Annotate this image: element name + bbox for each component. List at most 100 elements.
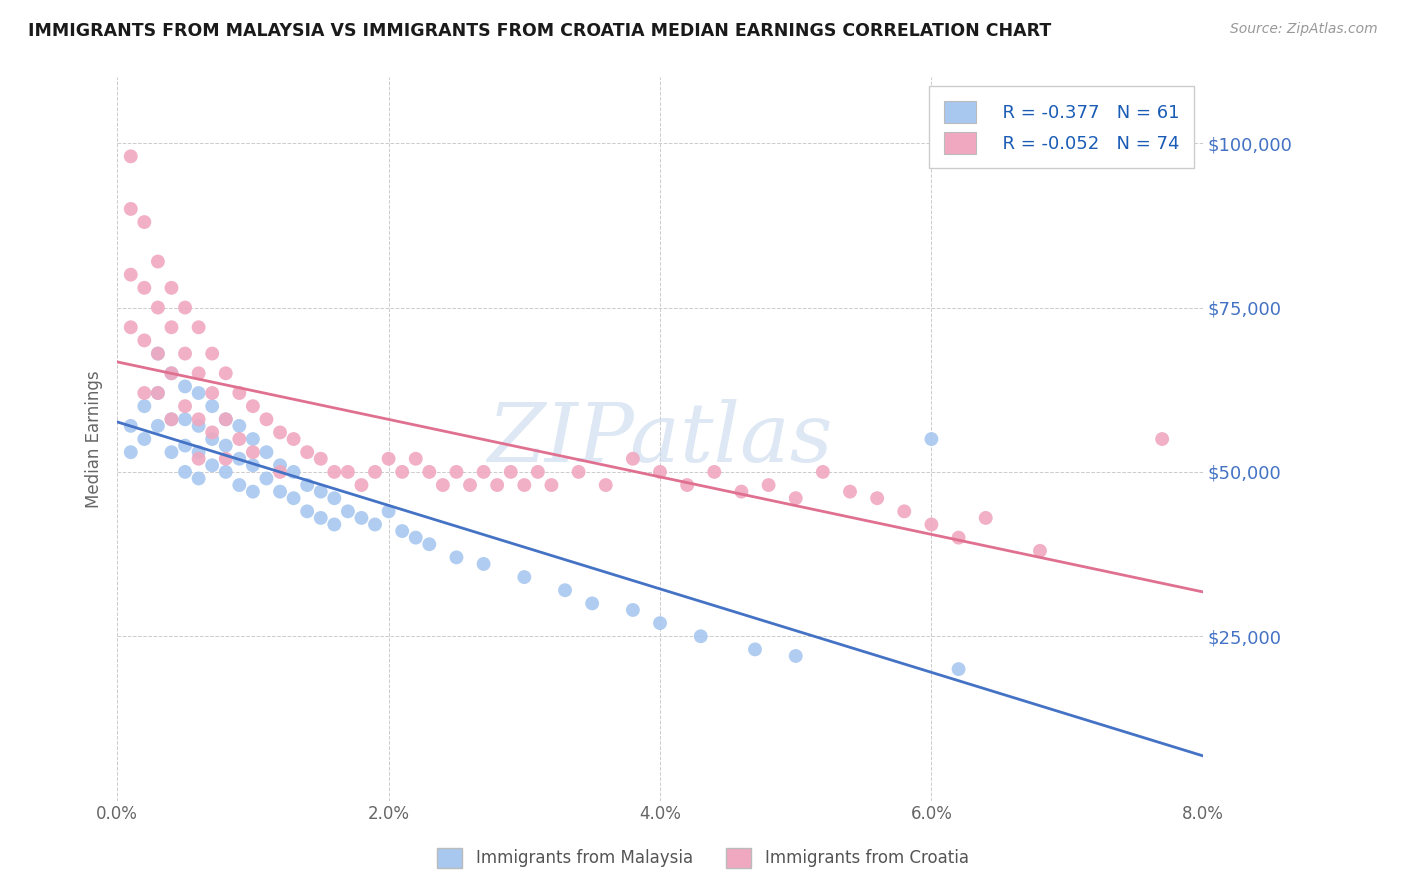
Point	[920, 517, 942, 532]
Point	[295, 504, 318, 518]
Point	[785, 648, 807, 663]
Point	[513, 570, 536, 584]
Point	[391, 465, 413, 479]
Point	[309, 451, 332, 466]
Point	[215, 412, 238, 426]
Point	[391, 524, 413, 538]
Point	[568, 465, 591, 479]
Point	[377, 504, 399, 518]
Point	[146, 386, 169, 401]
Point	[256, 412, 278, 426]
Point	[242, 432, 264, 446]
Point	[146, 418, 169, 433]
Point	[228, 432, 250, 446]
Point	[811, 465, 834, 479]
Point	[174, 439, 197, 453]
Point	[134, 334, 156, 348]
Point	[160, 366, 183, 380]
Point	[120, 445, 142, 459]
Point	[174, 301, 197, 315]
Y-axis label: Median Earnings: Median Earnings	[86, 370, 103, 508]
Point	[187, 412, 209, 426]
Point	[242, 399, 264, 413]
Point	[350, 478, 373, 492]
Point	[948, 531, 970, 545]
Point	[187, 366, 209, 380]
Point	[364, 517, 387, 532]
Point	[458, 478, 481, 492]
Text: Source: ZipAtlas.com: Source: ZipAtlas.com	[1230, 22, 1378, 37]
Point	[554, 583, 576, 598]
Point	[160, 281, 183, 295]
Point	[215, 366, 238, 380]
Point	[893, 504, 915, 518]
Point	[377, 451, 399, 466]
Point	[283, 465, 305, 479]
Point	[676, 478, 699, 492]
Point	[405, 451, 427, 466]
Point	[744, 642, 766, 657]
Text: IMMIGRANTS FROM MALAYSIA VS IMMIGRANTS FROM CROATIA MEDIAN EARNINGS CORRELATION : IMMIGRANTS FROM MALAYSIA VS IMMIGRANTS F…	[28, 22, 1052, 40]
Point	[187, 471, 209, 485]
Point	[201, 458, 224, 473]
Point	[472, 465, 495, 479]
Point	[120, 149, 142, 163]
Point	[472, 557, 495, 571]
Point	[336, 465, 359, 479]
Point	[499, 465, 522, 479]
Point	[134, 281, 156, 295]
Point	[242, 445, 264, 459]
Point	[689, 629, 711, 643]
Point	[201, 346, 224, 360]
Point	[948, 662, 970, 676]
Point	[839, 484, 862, 499]
Point	[269, 458, 291, 473]
Point	[418, 465, 440, 479]
Point	[295, 445, 318, 459]
Point	[974, 511, 997, 525]
Point	[160, 412, 183, 426]
Point	[581, 596, 603, 610]
Point	[283, 491, 305, 506]
Point	[758, 478, 780, 492]
Point	[174, 465, 197, 479]
Point	[446, 550, 468, 565]
Point	[350, 511, 373, 525]
Point	[703, 465, 725, 479]
Point	[540, 478, 562, 492]
Point	[621, 451, 644, 466]
Point	[323, 465, 346, 479]
Point	[730, 484, 752, 499]
Point	[256, 471, 278, 485]
Point	[187, 445, 209, 459]
Point	[146, 346, 169, 360]
Point	[486, 478, 509, 492]
Point	[160, 320, 183, 334]
Point	[187, 320, 209, 334]
Point	[295, 478, 318, 492]
Point	[160, 412, 183, 426]
Point	[920, 432, 942, 446]
Point	[160, 366, 183, 380]
Point	[621, 603, 644, 617]
Point	[405, 531, 427, 545]
Point	[134, 386, 156, 401]
Point	[187, 418, 209, 433]
Point	[120, 268, 142, 282]
Point	[187, 451, 209, 466]
Point	[120, 418, 142, 433]
Point	[146, 254, 169, 268]
Point	[595, 478, 617, 492]
Point	[134, 215, 156, 229]
Point	[160, 445, 183, 459]
Point	[785, 491, 807, 506]
Point	[1029, 543, 1052, 558]
Point	[323, 517, 346, 532]
Point	[120, 320, 142, 334]
Point	[418, 537, 440, 551]
Legend: Immigrants from Malaysia, Immigrants from Croatia: Immigrants from Malaysia, Immigrants fro…	[430, 841, 976, 875]
Legend:   R = -0.377   N = 61,   R = -0.052   N = 74: R = -0.377 N = 61, R = -0.052 N = 74	[929, 87, 1194, 169]
Point	[146, 346, 169, 360]
Point	[228, 478, 250, 492]
Point	[269, 425, 291, 440]
